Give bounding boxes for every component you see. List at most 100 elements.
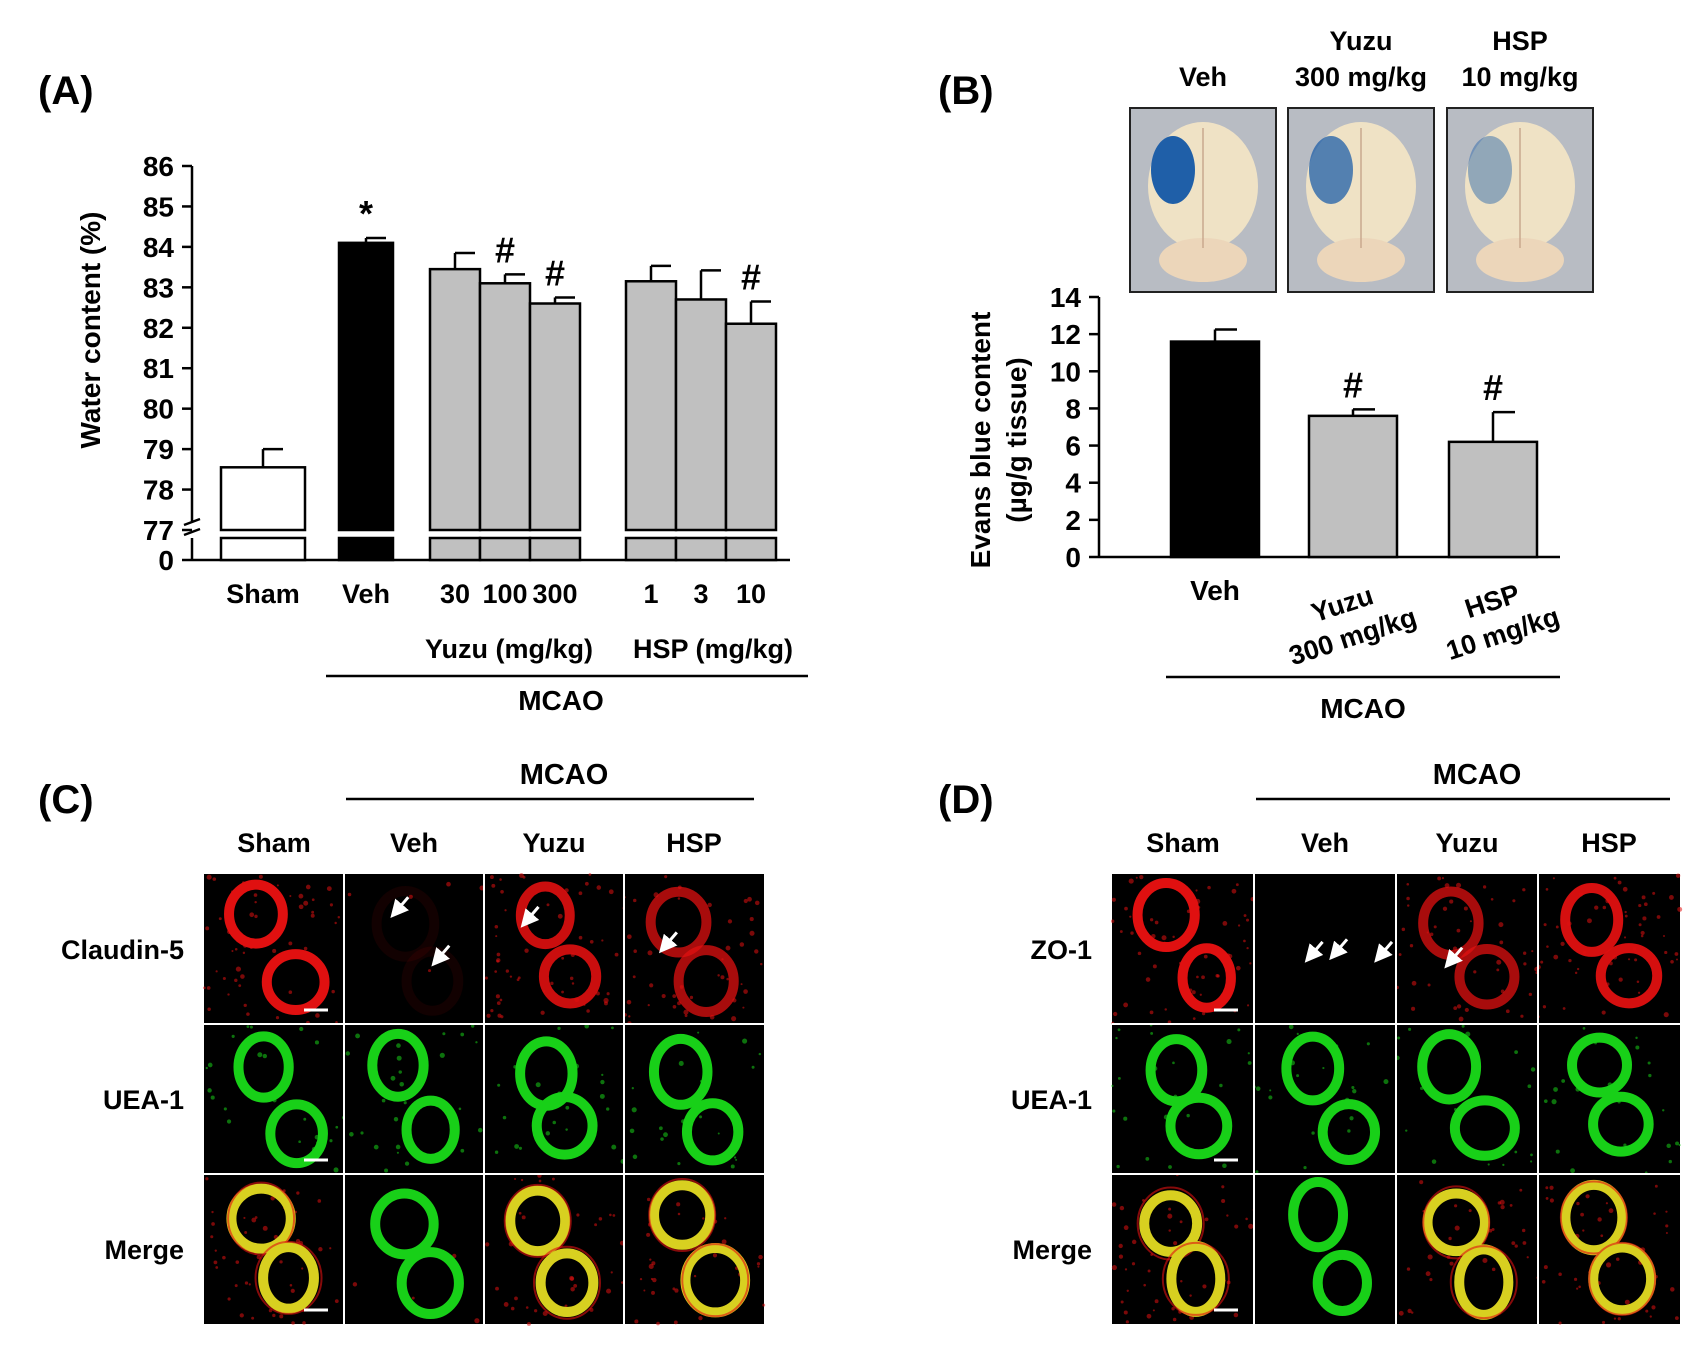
speckle bbox=[381, 1098, 386, 1103]
speckle bbox=[677, 897, 681, 900]
speckle bbox=[1118, 1254, 1124, 1259]
speckle bbox=[486, 1013, 491, 1018]
speckle bbox=[251, 1316, 255, 1320]
speckle bbox=[279, 1314, 284, 1319]
speckle bbox=[1111, 1264, 1117, 1271]
x-tick-label: 1 bbox=[643, 579, 658, 609]
speckle bbox=[673, 1320, 678, 1325]
y-tick-label: 4 bbox=[1065, 468, 1081, 499]
speckle bbox=[1521, 1228, 1526, 1233]
speckle bbox=[740, 983, 743, 986]
speckle bbox=[1552, 877, 1555, 880]
speckle bbox=[639, 1277, 643, 1281]
speckle bbox=[646, 1197, 651, 1202]
speckle bbox=[1110, 919, 1115, 923]
speckle bbox=[490, 1009, 494, 1013]
speckle bbox=[215, 1266, 219, 1269]
speckle bbox=[1303, 1166, 1307, 1170]
speckle bbox=[227, 993, 230, 996]
speckle bbox=[1469, 920, 1472, 923]
speckle bbox=[589, 939, 594, 944]
speckle bbox=[1123, 1225, 1129, 1231]
speckle bbox=[234, 1284, 238, 1288]
cell-ring-halo bbox=[681, 1243, 750, 1318]
speckle bbox=[633, 949, 637, 953]
speckle bbox=[677, 1162, 681, 1166]
micrograph-cell bbox=[1254, 874, 1396, 1024]
speckle bbox=[494, 1150, 499, 1154]
cell-ring bbox=[1312, 1249, 1372, 1316]
speckle bbox=[1149, 918, 1154, 922]
speckle bbox=[1123, 1310, 1128, 1315]
speckle bbox=[1296, 1032, 1299, 1035]
speckle bbox=[1522, 888, 1526, 892]
cell-ring-halo bbox=[532, 1245, 601, 1320]
speckle bbox=[1545, 888, 1549, 891]
speckle bbox=[1551, 1099, 1557, 1105]
speckle bbox=[1496, 968, 1500, 972]
speckle bbox=[516, 978, 520, 982]
x-tick-label: 3 bbox=[693, 579, 708, 609]
speckle bbox=[408, 894, 413, 899]
speckle bbox=[1129, 915, 1132, 918]
speckle bbox=[720, 975, 725, 980]
speckle bbox=[311, 910, 315, 914]
bar-base bbox=[674, 536, 728, 562]
speckle bbox=[334, 1299, 339, 1304]
speckle bbox=[1543, 1265, 1548, 1270]
speckle bbox=[1674, 952, 1679, 956]
speckle bbox=[1236, 965, 1241, 971]
y-tick-label: 78 bbox=[143, 475, 174, 506]
speckle bbox=[1638, 903, 1642, 908]
speckle bbox=[1237, 1028, 1241, 1032]
speckle bbox=[203, 986, 206, 990]
speckle bbox=[1576, 1201, 1580, 1206]
speckle bbox=[1468, 1209, 1472, 1213]
speckle bbox=[499, 998, 503, 1002]
speckle bbox=[1406, 882, 1410, 886]
speckle bbox=[317, 1199, 322, 1203]
speckle bbox=[1662, 1109, 1665, 1112]
bar bbox=[674, 298, 728, 532]
speckle bbox=[731, 1016, 737, 1022]
speckle bbox=[1135, 876, 1138, 879]
speckle bbox=[1641, 895, 1646, 900]
y-tick-label: 80 bbox=[143, 394, 174, 425]
speckle bbox=[222, 1255, 226, 1260]
panel-b-label: (B) bbox=[938, 69, 994, 113]
speckle bbox=[329, 1139, 333, 1143]
speckle bbox=[210, 1095, 215, 1100]
speckle bbox=[212, 877, 217, 881]
speckle bbox=[262, 1225, 268, 1231]
cell-ring bbox=[1177, 943, 1236, 1013]
cell-ring bbox=[367, 1028, 429, 1102]
speckle bbox=[1115, 1036, 1118, 1040]
speckle bbox=[1207, 885, 1211, 890]
speckle bbox=[573, 1283, 578, 1288]
speckle bbox=[756, 1262, 761, 1266]
speckle bbox=[542, 1311, 548, 1316]
bar bbox=[1307, 414, 1399, 559]
speckle bbox=[1645, 1309, 1649, 1313]
speckle bbox=[1171, 1306, 1175, 1311]
speckle bbox=[211, 1222, 215, 1226]
speckle bbox=[485, 1242, 490, 1247]
speckle bbox=[1255, 1170, 1259, 1174]
speckle bbox=[1125, 1320, 1129, 1324]
speckle bbox=[1464, 1007, 1469, 1013]
speckle bbox=[272, 1313, 276, 1318]
brain-photo-title: 300 mg/kg bbox=[1295, 62, 1427, 92]
speckle bbox=[246, 1025, 250, 1028]
speckle bbox=[1454, 1225, 1460, 1231]
speckle bbox=[1473, 970, 1477, 974]
speckle bbox=[1594, 905, 1599, 910]
speckle bbox=[1442, 906, 1448, 911]
speckle bbox=[1246, 1004, 1250, 1007]
speckle bbox=[1627, 958, 1631, 961]
speckle bbox=[693, 1274, 697, 1278]
mcao-header: MCAO bbox=[520, 759, 609, 791]
speckle bbox=[1168, 1165, 1172, 1169]
cell-ring bbox=[1567, 1032, 1632, 1098]
speckle bbox=[603, 1001, 608, 1006]
speckle bbox=[1427, 983, 1431, 987]
